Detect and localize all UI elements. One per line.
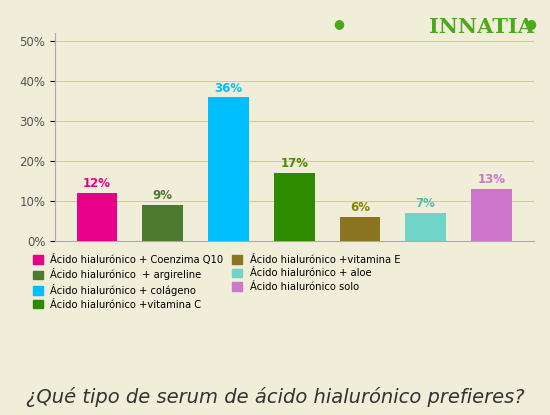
- Text: ¿Qué tipo de serum de ácido hialurónico prefieres?: ¿Qué tipo de serum de ácido hialurónico …: [26, 387, 524, 407]
- Text: 12%: 12%: [83, 178, 111, 190]
- Text: 13%: 13%: [477, 173, 505, 186]
- Text: 9%: 9%: [153, 189, 173, 203]
- Text: 17%: 17%: [280, 157, 308, 171]
- Text: 6%: 6%: [350, 201, 370, 215]
- Bar: [208, 97, 249, 241]
- Bar: [471, 189, 512, 241]
- Text: INNATIA: INNATIA: [428, 17, 534, 37]
- Bar: [339, 217, 381, 241]
- Text: ●: ●: [333, 17, 344, 29]
- Text: 36%: 36%: [214, 82, 243, 95]
- Text: 7%: 7%: [416, 198, 436, 210]
- Bar: [274, 173, 315, 241]
- Bar: [405, 213, 446, 241]
- Legend: Ácido hialurónico + Coenzima Q10, Ácido hialurónico  + argireline, Ácido hialuró: Ácido hialurónico + Coenzima Q10, Ácido …: [32, 254, 400, 310]
- Text: ●: ●: [525, 17, 536, 29]
- Bar: [77, 193, 118, 241]
- Bar: [142, 205, 183, 241]
